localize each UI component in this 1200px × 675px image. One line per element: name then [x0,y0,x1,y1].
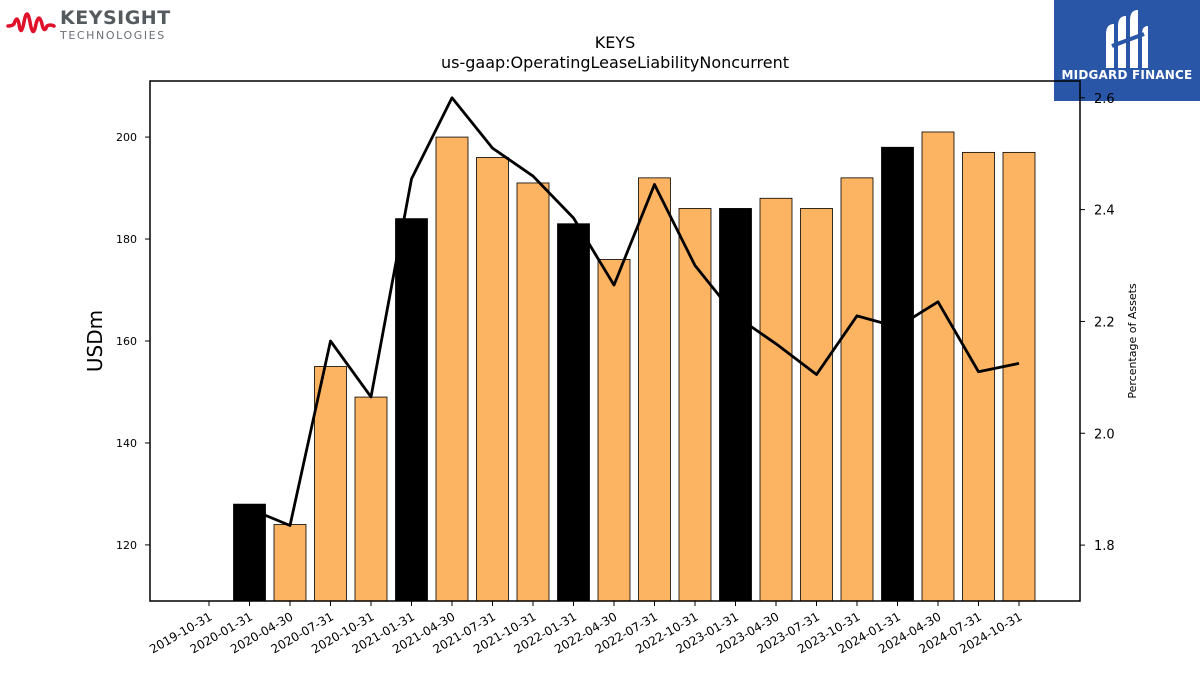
bar-2020-01-31 [233,503,266,602]
y-tick-label: 200 [116,131,137,144]
percentage-line [248,96,1020,527]
y-tick-label: 160 [116,335,137,348]
bar-2024-01-31 [881,146,914,602]
bars-layer [233,131,1036,602]
chart-subtitle: us-gaap:OperatingLeaseLiabilityNoncurren… [441,53,789,72]
bar-2022-07-31 [638,177,671,602]
y-tick-label: 120 [116,539,137,552]
bar-2022-10-31 [678,208,712,602]
chart-title: KEYS [595,33,636,52]
keysight-sub: TECHNOLOGIES [60,29,166,42]
bar-2024-10-31 [1002,151,1036,602]
bar-2021-10-31 [516,182,550,602]
bar-2021-01-31 [395,218,428,602]
bar-2023-01-31 [719,208,752,602]
y2-tick-label: 2.0 [1094,427,1115,442]
y2-tick-label: 2.6 [1094,92,1115,107]
y2-tick-label: 2.4 [1094,204,1115,219]
keysight-logo: KEYSIGHT TECHNOLOGIES [6,4,176,46]
midgard-finance-logo: MIDGARD FINANCE [1054,0,1200,101]
y-tick-label: 180 [116,233,137,246]
bar-2023-04-30 [759,197,793,602]
bar-2022-01-31 [557,223,590,602]
bar-2022-04-30 [597,259,631,602]
midgard-name: MIDGARD FINANCE [1061,68,1193,82]
y2-tick-label: 1.8 [1094,539,1115,554]
y2-tick-label: 2.2 [1094,315,1115,330]
bar-2020-07-31 [314,366,347,602]
bar-2024-04-30 [921,131,955,602]
bar-2023-10-31 [840,177,874,602]
bar-2021-07-31 [476,157,509,602]
bar-2020-04-30 [273,524,307,602]
midgard-emblem-icon [1106,10,1148,68]
y-axis-label: USDm [83,310,107,372]
bar-2021-04-30 [435,136,469,602]
bar-2023-07-31 [800,208,833,602]
bar-2020-10-31 [354,396,388,602]
y-tick-label: 140 [116,437,137,450]
keysight-brand: KEYSIGHT [60,7,171,29]
line-layer [248,96,1020,527]
keysight-wave-icon [6,12,56,34]
bar-2024-07-31 [962,151,995,602]
y2-axis-label: Percentage of Assets [1126,283,1139,399]
